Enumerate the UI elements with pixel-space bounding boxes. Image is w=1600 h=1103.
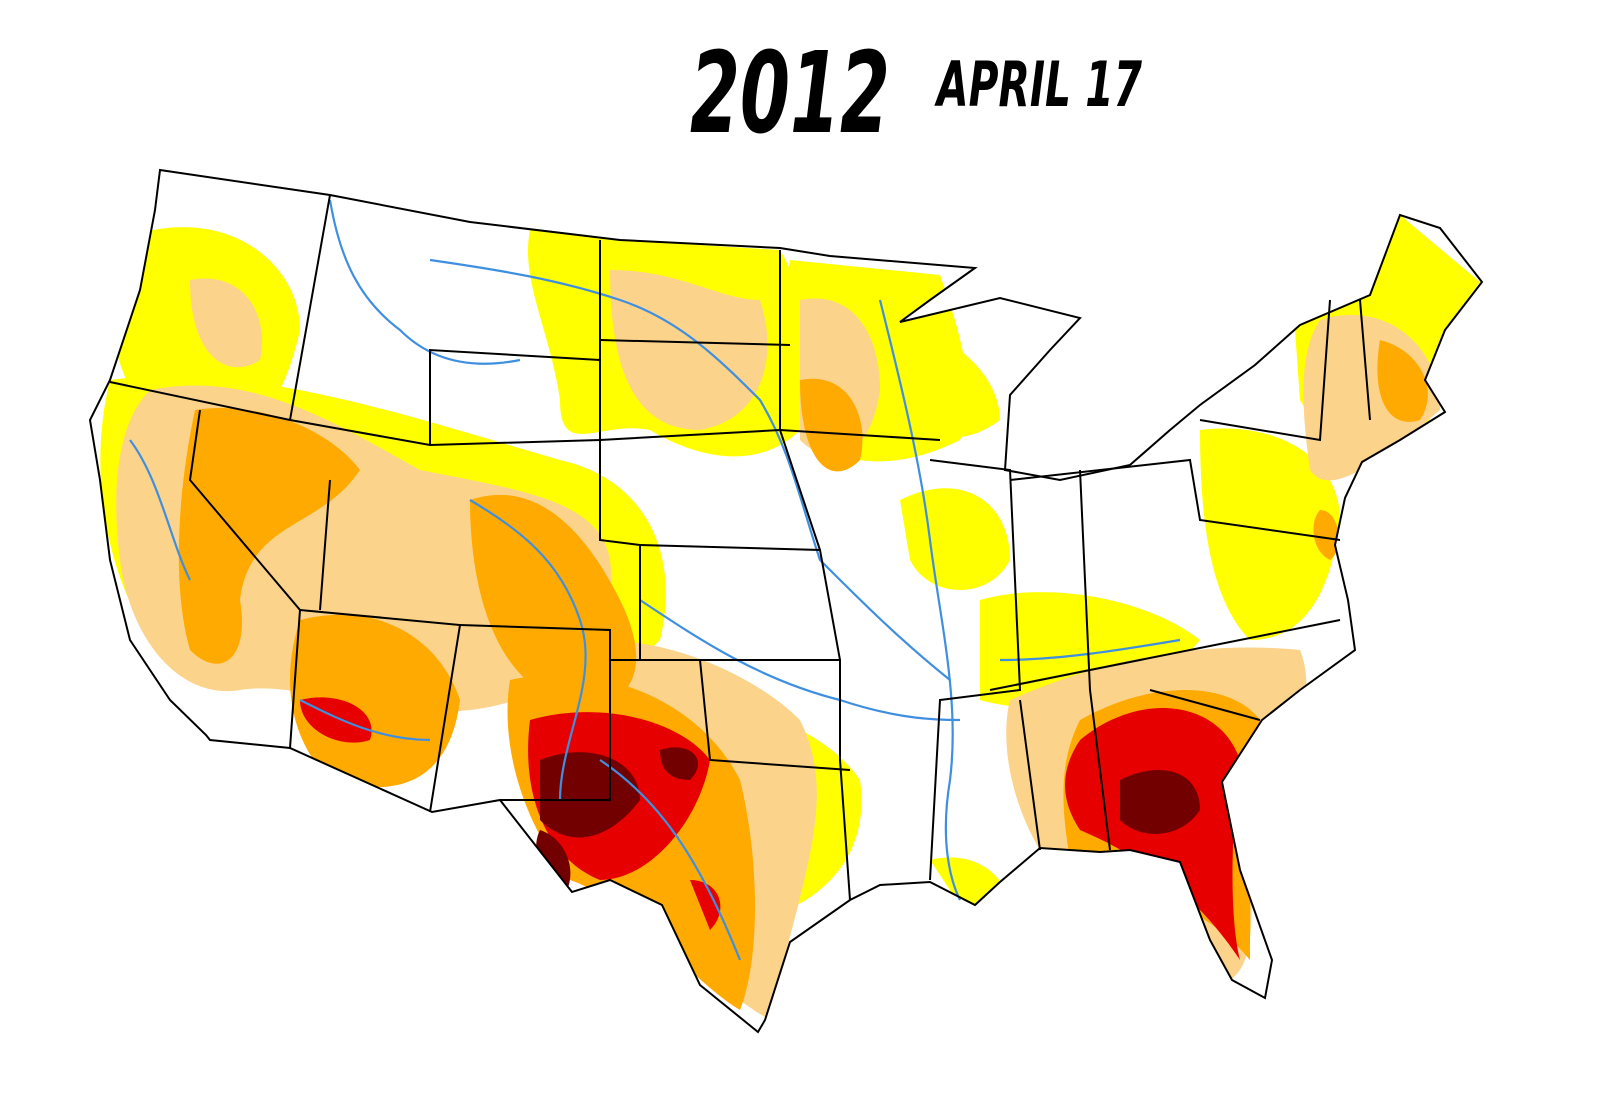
date-title: APRIL 17 (934, 48, 1143, 121)
drought-regions (90, 170, 1482, 1032)
rivers (129, 199, 1181, 961)
state-borders (89, 169, 1483, 1033)
year-title: 2012 (690, 29, 890, 159)
